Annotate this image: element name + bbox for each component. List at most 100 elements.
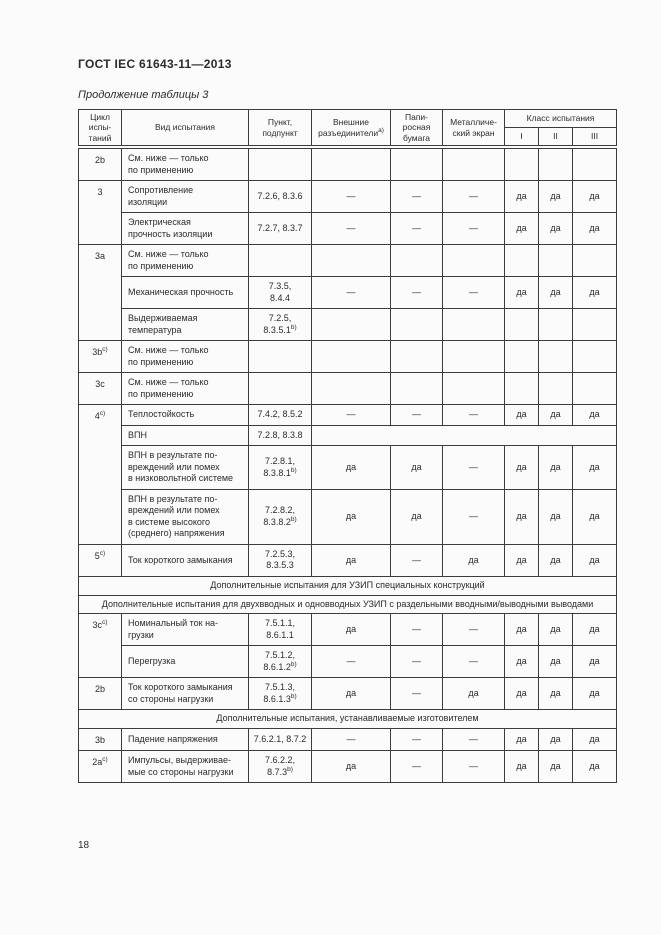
class-i-cell — [504, 308, 539, 342]
cycle-cell: 3b — [78, 727, 122, 752]
class-i-cell — [504, 244, 539, 278]
class-ii-cell: да — [538, 750, 573, 784]
section-row: Дополнительные испытания для УЗИП специа… — [77, 576, 618, 596]
paper-cell: — — [390, 180, 443, 214]
test-type-cell: Перегрузка — [121, 645, 249, 679]
table-row: 2b См. ниже — только по применению — [78, 146, 618, 182]
class-iii-cell — [571, 340, 618, 374]
ext-disconnector-cell: да — [311, 613, 391, 647]
table-container: Цикл испы-таний Вид испытания Пункт, подпу… — [77, 109, 618, 784]
ext-disconnector-cell: — — [311, 727, 391, 752]
metal-screen-cell: да — [442, 677, 505, 711]
class-i-cell: да — [504, 750, 539, 784]
class-iii-cell: да — [571, 404, 618, 426]
clause-cell: 7.2.5, 8.3.5.1b) — [248, 308, 312, 342]
table-row: 3bc) См. ниже — только по применению — [78, 340, 618, 374]
class-ii-cell: да — [538, 645, 573, 679]
paper-cell: — — [390, 543, 443, 578]
ext-disconnector-cell: — — [311, 180, 391, 214]
test-type-cell: Электрическая прочность изоляции — [121, 212, 249, 246]
header-row-classes: I II III — [79, 126, 618, 150]
paper-cell: — — [390, 750, 443, 784]
class-i-cell: да — [504, 404, 539, 426]
ext-disconnector-cell: — — [311, 404, 391, 426]
class-ii-cell: да — [538, 276, 573, 310]
table-row: ВПН 7.2.8, 8.3.8 — [79, 424, 618, 447]
cycle-cell: 2ac) — [78, 750, 122, 784]
col-header-cycle: Цикл испы-таний — [78, 109, 122, 150]
class-iii-cell: да — [571, 727, 618, 752]
paper-cell: — — [390, 613, 443, 647]
table-header: Цикл испы-таний Вид испытания Пункт, подпу… — [78, 109, 618, 150]
metal-screen-cell — [442, 340, 505, 374]
cycle-cell: 3bc) — [78, 340, 122, 374]
cycle-cell: 4c) — [78, 404, 122, 545]
clause-cell — [248, 244, 312, 278]
ext-disconnector-cell — [311, 146, 391, 182]
section-row: Дополнительные испытания для двухвводных… — [77, 594, 618, 615]
class-i-cell — [504, 372, 539, 406]
class-iii-cell: да — [571, 543, 618, 578]
test-type-cell: ВПН — [121, 424, 249, 447]
metal-screen-cell: — — [442, 180, 505, 214]
table-row: Механическая прочность 7.3.5, 8.4.4— — — да да… — [79, 276, 618, 310]
clause-cell: 7.5.1.3, 8.6.1.3b) — [248, 677, 312, 711]
table-row: ВПН в результате по-вреждений или помех в… — [79, 445, 618, 490]
class-i-cell: да — [504, 543, 539, 578]
metal-screen-cell: — — [442, 276, 505, 310]
ext-disconnector-cell — [311, 372, 391, 406]
class-ii-cell — [538, 372, 573, 406]
paper-cell: да — [390, 488, 443, 545]
document-title: ГОСТ IEC 61643-11—2013 — [78, 57, 232, 71]
paper-cell — [390, 244, 443, 278]
col-header-ext-disconnectors: Внешние разъединителиa) — [311, 109, 391, 150]
table-row: 2ac) Импульсы, выдерживае-мые со стороны … — [78, 750, 618, 784]
ext-disconnector-cell — [311, 308, 391, 342]
col-header-class-ii: II — [538, 126, 573, 150]
table-row: 2b Ток короткого замыкания со стороны нагр… — [78, 677, 618, 711]
test-type-cell: Падение напряжения — [121, 727, 249, 752]
class-ii-cell: да — [538, 212, 573, 246]
test-type-cell: Механическая прочность — [121, 276, 249, 310]
cycle-cell: 3c — [78, 372, 122, 406]
test-type-cell: Ток короткого замыкания со стороны нагруз… — [121, 677, 249, 711]
ext-disconnector-cell: — — [311, 276, 391, 310]
test-type-cell: ВПН в результате по-вреждений или помех в… — [121, 488, 249, 545]
test-type-cell: Сопротивление изоляции — [121, 180, 249, 214]
ext-disconnector-cell: да — [311, 488, 391, 545]
ext-disconnector-cell: — — [311, 645, 391, 679]
clause-cell: 7.2.8.2, 8.3.8.2b) — [248, 488, 312, 545]
ext-disconnector-cell — [311, 340, 391, 374]
class-ii-cell — [538, 244, 573, 278]
page-number: 18 — [78, 840, 90, 851]
metal-screen-cell: — — [442, 750, 505, 784]
ext-disconnector-cell: да — [311, 543, 391, 578]
clause-cell: 7.2.6, 8.3.6 — [248, 180, 312, 214]
paper-cell — [390, 146, 443, 182]
paper-cell: — — [390, 727, 443, 752]
clause-cell: 7.2.5.3, 8.3.5.3 — [248, 543, 312, 578]
clause-cell: 7.5.1.2, 8.6.1.2b) — [248, 645, 312, 679]
class-iii-cell: да — [571, 212, 618, 246]
paper-cell: — — [390, 404, 443, 426]
table-row: ВПН в результате по-вреждений или помех в… — [79, 488, 618, 545]
col-header-test-class-group: Класс испытания — [503, 109, 618, 128]
col-header-class-i: I — [504, 126, 539, 150]
table-body: 2b См. ниже — только по применению 3 Сопроти… — [77, 146, 618, 784]
metal-screen-cell — [442, 372, 505, 406]
class-iii-cell — [571, 308, 618, 342]
table-row: Выдерживаемая температура 7.2.5, 8.3.5.1b) — [79, 308, 618, 342]
clause-cell: 7.4.2, 8.5.2 — [248, 404, 312, 426]
col-header-test-type: Вид испытания — [121, 109, 249, 150]
cycle-cell: 2b — [78, 677, 122, 711]
section-title: Дополнительные испытания, устанавливаемы… — [77, 709, 618, 729]
test-type-cell: См. ниже — только по применению — [121, 146, 249, 182]
table-row: 3c См. ниже — только по применению — [78, 372, 618, 406]
col-header-paper: Папи-росная бумага — [390, 109, 443, 150]
cycle-cell: 2b — [78, 146, 122, 182]
section-title: Дополнительные испытания для двухвводных… — [77, 594, 618, 615]
class-iii-cell: да — [571, 488, 618, 545]
metal-screen-cell: — — [442, 404, 505, 426]
class-iii-cell — [571, 372, 618, 406]
section-row: Дополнительные испытания, устанавливаемы… — [77, 709, 618, 729]
